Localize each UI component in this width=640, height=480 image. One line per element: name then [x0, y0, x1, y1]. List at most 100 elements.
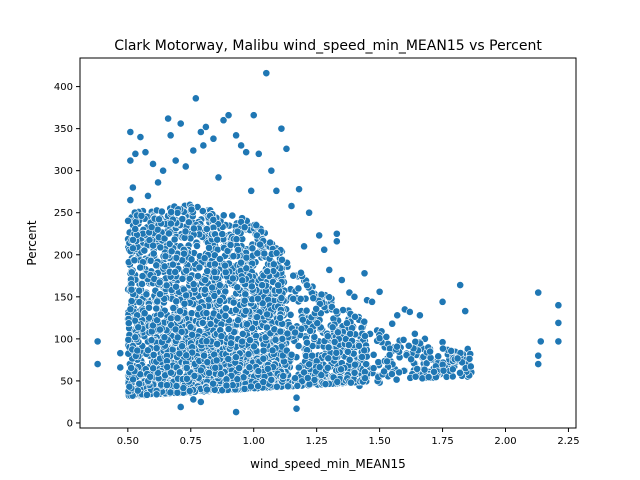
scatter-point	[131, 333, 140, 342]
scatter-point	[332, 237, 341, 246]
scatter-point	[242, 264, 251, 273]
scatter-point	[126, 156, 135, 165]
scatter-point	[411, 337, 420, 346]
scatter-point	[246, 336, 254, 345]
scatter-point	[181, 162, 190, 171]
scatter-point	[221, 304, 230, 313]
scatter-point	[130, 256, 139, 265]
scatter-point	[184, 218, 193, 227]
scatter-point	[344, 341, 353, 349]
scatter-point	[295, 185, 303, 194]
scatter-point	[262, 323, 271, 332]
scatter-point	[126, 128, 135, 136]
scatter-point	[153, 316, 162, 325]
scatter-point	[317, 290, 326, 299]
y-tick-label: 150	[54, 292, 73, 303]
scatter-point	[209, 134, 218, 143]
scatter-point	[456, 368, 464, 377]
y-tick-label: 100	[54, 334, 73, 345]
scatter-point	[232, 306, 240, 314]
scatter-point	[245, 363, 254, 372]
scatter-point	[325, 293, 334, 302]
scatter-point	[241, 306, 250, 315]
scatter-point	[296, 294, 305, 303]
scatter-point	[256, 240, 264, 249]
scatter-point	[229, 298, 238, 307]
scatter-point	[374, 358, 383, 367]
scatter-point	[226, 241, 235, 249]
scatter-point	[131, 218, 140, 226]
scatter-point	[294, 363, 303, 372]
scatter-point	[254, 149, 263, 158]
scatter-point	[392, 375, 401, 384]
scatter-point	[156, 243, 165, 252]
scatter-point	[466, 362, 475, 371]
x-axis-label: wind_speed_min_MEAN15	[250, 457, 406, 471]
scatter-point	[448, 365, 457, 374]
scatter-point	[191, 94, 200, 103]
scatter-point	[315, 363, 324, 372]
scatter-point	[140, 246, 149, 255]
y-axis-label: Percent	[25, 220, 39, 265]
scatter-point	[129, 244, 137, 253]
scatter-point	[187, 255, 196, 264]
scatter-point	[276, 314, 285, 322]
scatter-point	[346, 329, 355, 338]
scatter-point	[228, 274, 237, 283]
scatter-point	[205, 369, 213, 377]
scatter-point	[277, 294, 286, 302]
scatter-point	[232, 235, 241, 244]
scatter-point	[325, 266, 334, 274]
scatter-point	[167, 368, 175, 377]
scatter-point	[141, 148, 150, 157]
scatter-point	[224, 325, 233, 333]
scatter-point	[289, 271, 298, 280]
scatter-point	[171, 156, 180, 165]
scatter-point	[165, 229, 173, 238]
scatter-point	[303, 338, 311, 347]
scatter-point	[154, 178, 162, 187]
scatter-point	[283, 329, 292, 338]
scatter-point	[221, 311, 230, 320]
scatter-point	[228, 211, 237, 220]
scatter-point	[235, 364, 244, 372]
scatter-point	[234, 245, 243, 254]
scatter-point	[361, 332, 369, 340]
scatter-point	[146, 372, 155, 381]
scatter-point	[200, 351, 208, 360]
y-tick-label: 50	[60, 376, 73, 387]
scatter-point	[215, 281, 224, 290]
scatter-point	[200, 254, 209, 263]
scatter-point	[243, 320, 251, 329]
scatter-point	[360, 317, 369, 326]
scatter-point	[351, 312, 359, 321]
scatter-point	[201, 285, 209, 294]
scatter-point	[135, 286, 144, 295]
plot-frame	[79, 57, 577, 429]
scatter-point	[411, 372, 420, 381]
scatter-point	[127, 285, 136, 294]
scatter-point	[131, 149, 140, 158]
scatter-point	[305, 208, 314, 217]
scatter-point	[337, 276, 346, 284]
scatter-point	[124, 319, 133, 328]
scatter-point	[198, 318, 207, 327]
scatter-point	[212, 356, 221, 365]
scatter-point	[203, 385, 211, 394]
scatter-point	[165, 239, 174, 248]
scatter-point	[362, 360, 371, 369]
scatter-point	[461, 307, 470, 316]
scatter-point	[380, 367, 388, 376]
x-tick-label: 1.50	[368, 436, 390, 447]
scatter-point	[152, 344, 161, 353]
scatter-point	[140, 309, 149, 318]
scatter-point	[317, 371, 326, 379]
scatter-point	[332, 307, 341, 316]
scatter-point	[219, 211, 228, 220]
y-tick-label: 300	[54, 166, 73, 177]
scatter-point	[167, 314, 175, 323]
scatter-point	[293, 381, 302, 390]
scatter-point	[217, 370, 225, 378]
scatter-point	[205, 243, 213, 252]
